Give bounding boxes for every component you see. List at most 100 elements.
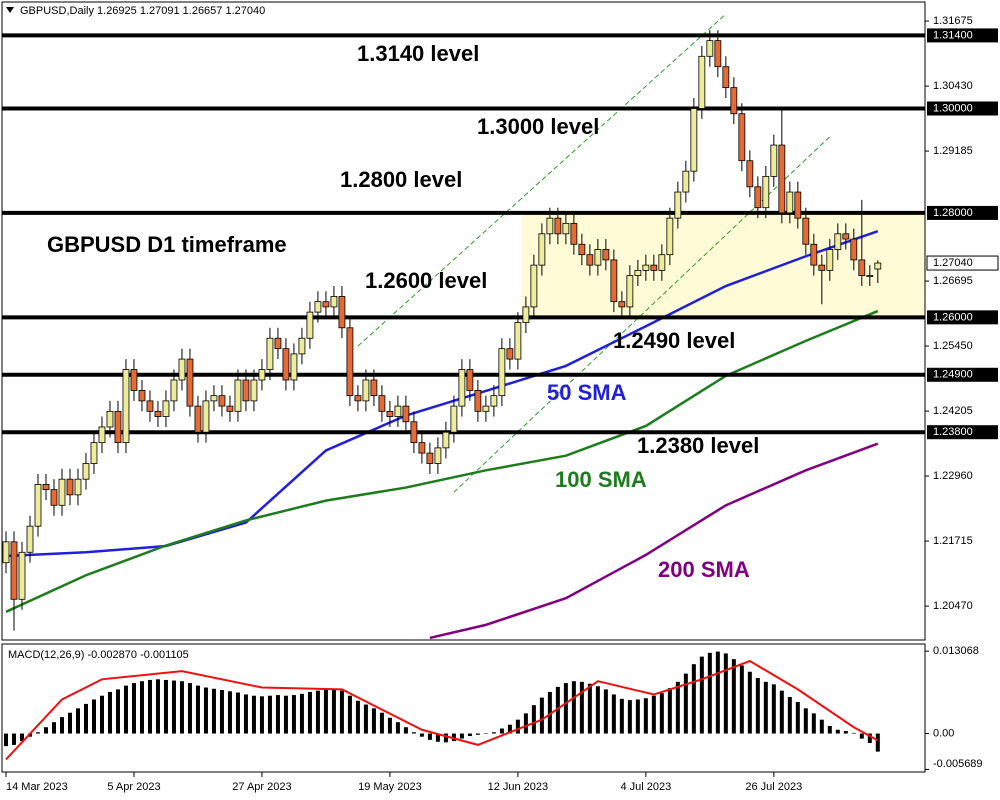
macd-bar bbox=[859, 733, 864, 739]
candle-body bbox=[266, 337, 274, 370]
candle-body bbox=[298, 337, 306, 355]
candle-body bbox=[650, 264, 658, 271]
candle-body bbox=[490, 395, 498, 407]
candle-body bbox=[682, 170, 690, 193]
macd-bar bbox=[3, 733, 8, 747]
macd-bar bbox=[467, 733, 472, 737]
macd-bar bbox=[35, 732, 40, 734]
candle-body bbox=[162, 400, 170, 417]
candle-body bbox=[762, 175, 770, 209]
macd-bar bbox=[371, 708, 376, 734]
level-tag-label: 1.26000 bbox=[933, 311, 973, 323]
macd-bar bbox=[315, 690, 320, 734]
price-frame bbox=[1, 1, 926, 641]
level-tag-label: 1.23800 bbox=[933, 426, 973, 438]
candle-body bbox=[378, 395, 386, 412]
macd-bar bbox=[611, 694, 616, 734]
macd-bar bbox=[179, 681, 184, 734]
candle-body bbox=[578, 243, 586, 256]
level-annotation: 1.2380 level bbox=[637, 433, 759, 458]
x-tick-label: 5 Apr 2023 bbox=[107, 781, 160, 793]
y-tick-label: 1.26695 bbox=[933, 275, 973, 287]
candle-body bbox=[546, 217, 554, 235]
macd-bar bbox=[67, 712, 72, 734]
candle-body bbox=[514, 322, 522, 360]
candle-body bbox=[386, 410, 394, 417]
macd-bar bbox=[403, 727, 408, 734]
candle-body bbox=[730, 87, 738, 115]
candle-body bbox=[594, 249, 602, 266]
sma-line bbox=[5, 309, 879, 613]
candle-body bbox=[330, 296, 338, 308]
macd-bar bbox=[419, 733, 424, 737]
price-panel bbox=[2, 13, 925, 640]
macd-bar bbox=[275, 695, 280, 734]
candle-body bbox=[618, 301, 626, 308]
level-annotation: 1.3140 level bbox=[357, 41, 479, 66]
macd-bar bbox=[763, 681, 768, 734]
candle-body bbox=[450, 405, 458, 433]
candle-body bbox=[658, 254, 666, 271]
candle-body bbox=[418, 442, 426, 454]
candle-body bbox=[130, 369, 138, 391]
candle-body bbox=[466, 369, 474, 391]
candle-body bbox=[722, 66, 730, 89]
level-tag-label: 1.31400 bbox=[933, 29, 973, 41]
candle-body bbox=[98, 426, 106, 444]
level-tag-label: 1.30000 bbox=[933, 102, 973, 114]
candle-body bbox=[698, 55, 706, 109]
macd-bar bbox=[723, 653, 728, 734]
macd-bar bbox=[515, 719, 520, 734]
macd-bar bbox=[803, 708, 808, 734]
macd-bar bbox=[643, 698, 648, 734]
macd-bar bbox=[427, 733, 432, 740]
macd-bar bbox=[563, 683, 568, 734]
macd-bar bbox=[571, 681, 576, 734]
macd-bar bbox=[835, 729, 840, 734]
macd-bar bbox=[307, 691, 312, 734]
candle-body bbox=[90, 442, 98, 464]
candle-body bbox=[794, 191, 802, 219]
candle-body bbox=[242, 379, 250, 402]
level-tag bbox=[927, 28, 998, 43]
last-price-label: 1.27040 bbox=[933, 257, 973, 269]
sma-line bbox=[429, 442, 879, 640]
candle-body bbox=[402, 405, 410, 423]
candle-body bbox=[858, 259, 866, 276]
menu-arrow[interactable] bbox=[6, 7, 14, 13]
candle-body bbox=[170, 379, 178, 402]
macd-bar bbox=[339, 690, 344, 734]
candle-body bbox=[554, 217, 562, 235]
macd-bar bbox=[683, 673, 688, 734]
candle-body bbox=[122, 369, 130, 444]
macd-bar bbox=[331, 688, 336, 734]
macd-bar bbox=[867, 733, 872, 743]
macd-bar bbox=[267, 695, 272, 734]
macd-bar bbox=[219, 690, 224, 734]
y-tick-label: 1.25450 bbox=[933, 340, 973, 352]
level-tag bbox=[927, 205, 998, 220]
y-tick-label: 1.30430 bbox=[933, 80, 973, 92]
level-annotation: 1.3000 level bbox=[477, 114, 599, 139]
macd-bar bbox=[603, 689, 608, 734]
candle-body bbox=[746, 160, 754, 188]
x-tick-label: 19 May 2023 bbox=[358, 781, 422, 793]
candle-body bbox=[82, 463, 90, 480]
macd-bar bbox=[203, 687, 208, 734]
candle-body bbox=[154, 410, 162, 417]
sma-label: 50 SMA bbox=[547, 380, 627, 405]
candle-body bbox=[634, 269, 642, 276]
macd-bar bbox=[443, 733, 448, 743]
y-tick-label: 1.29185 bbox=[933, 145, 973, 157]
macd-bar bbox=[251, 695, 256, 734]
candle-body bbox=[426, 452, 434, 464]
candle-body bbox=[738, 113, 746, 162]
y-tick-label: 0.00 bbox=[933, 727, 954, 739]
macd-bar bbox=[539, 697, 544, 734]
macd-bar bbox=[875, 733, 880, 752]
candle-body bbox=[818, 264, 826, 271]
candle-body bbox=[522, 306, 530, 323]
candle-body bbox=[338, 296, 346, 329]
macd-bar bbox=[491, 732, 496, 734]
macd-bar bbox=[155, 679, 160, 734]
